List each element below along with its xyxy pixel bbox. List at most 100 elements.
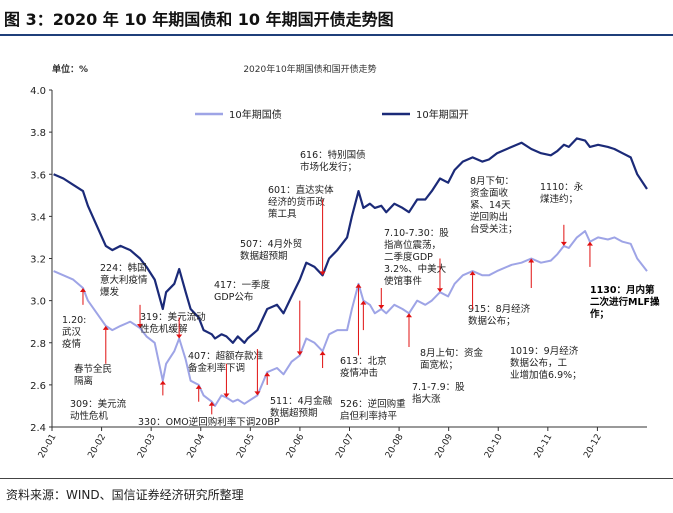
y-tick-label: 3.4 [30,212,46,223]
annotation-line: 417：一季度 [214,279,271,291]
annotation-line: 7.10-7.30：股 [384,228,449,239]
annotation-line: 330：OMO逆回购利率下调20BP [138,416,280,428]
figure-title: 图 3：2020 年 10 年期国债和 10 年期国开债走势图 [4,10,394,29]
annotation-line: 224：韩国 [100,262,147,274]
annotation-arrow-head [264,372,271,377]
annotation-label: 616：特别国债市场化发行； [300,149,366,173]
unit-label: 单位：% [52,63,88,75]
x-tick-label: 20-06 [285,432,307,460]
annotation-label: 507：4月外贸数据超预期 [240,238,302,262]
annotation-arrow-head [378,305,385,310]
x-tick-label: 20-11 [533,433,555,461]
annotation-arrow-head [586,241,593,246]
chart-title: 2020年10年期国债和国开债走势 [243,63,376,75]
y-tick-label: 2.4 [30,423,46,434]
annotation-line: 1.20: [62,315,86,326]
annotation-arrow-head [208,401,215,406]
annotation-line: 煤违约； [540,193,578,205]
annotation-line: 疫情 [62,338,82,350]
annotation-line: 备金利率下调 [188,362,245,374]
annotation-arrow-head [528,258,535,263]
series-line-cgb [53,230,648,407]
annotation-label: 526：逆回购重启但利率持平 [340,398,406,422]
annotation-line: 数据超预期 [270,407,318,419]
source-rule [0,478,673,479]
annotation-line: 511：4月金融 [270,395,333,407]
annotation-label: 1019：9月经济数据公布，工业增加值6.9%； [510,345,582,381]
annotation-line: 3.2%、中美大 [384,263,447,275]
annotation-label: 309：美元流动性危机 [70,398,127,422]
annotation-line: 隔离 [74,375,93,387]
annotation-line: GDP公布 [214,291,253,303]
annotation-line: 319：美元流动 [140,311,206,323]
x-tick-label: 20-08 [384,432,406,460]
annotation-line: 指高位震荡， [384,239,441,251]
annotation-line: 数据公布，工 [510,357,568,369]
x-tick-label: 20-03 [136,433,158,461]
annotation-arrow-head [319,271,326,276]
annotation-arrow-head [436,288,443,293]
annotation-line: 业增加值6.9%； [510,369,582,381]
source-note: 资料来源：WIND、国信证券经济研究所整理 [6,488,244,502]
annotation-arrow-head [360,300,367,305]
annotation-label: 1110：永煤违约； [540,181,584,205]
annotation-label: 330：OMO逆回购利率下调20BP [138,416,280,428]
x-tick-label: 20-02 [86,433,108,461]
annotation-arrow-head [254,391,261,396]
x-tick-label: 20-10 [483,432,505,460]
annotation-line: 616：特别国债 [300,149,366,161]
title-rule [0,34,673,36]
annotation-arrow-head [560,241,567,246]
annotation-line: 性危机缓解 [140,323,188,335]
annotation-line: 二次进行MLF操 [590,296,660,308]
annotation-arrow-head [102,325,109,330]
annotation-line: 7.1-7.9：股 [412,382,465,393]
x-tick-label: 20-01 [37,433,59,461]
annotation-label: 915：8月经济数据公布； [468,303,531,327]
annotation-line: 915：8月经济 [468,303,531,315]
annotation-arrow-head [79,287,86,292]
chart-series [53,137,648,407]
annotation-label: 417：一季度 GDP公布 [214,279,271,303]
annotation-line: 数据超预期 [240,250,288,262]
x-tick-label: 20-04 [186,432,208,460]
y-tick-label: 2.6 [30,381,46,392]
legend-label: 10年期国债 [229,108,282,121]
x-tick-label: 20-07 [334,433,356,461]
annotation-line: 407：超额存款准 [188,350,264,362]
chart-legend: 10年期国债 10年期国开 [195,108,469,121]
annotation-label: 511：4月金融数据超预期 [270,395,333,419]
annotation-line: 1019：9月经济 [510,345,579,357]
annotation-line: 指大涨 [412,393,441,405]
annotation-line: 8月上旬：资金 [420,347,484,359]
annotation-line: 疫情冲击 [340,367,378,379]
annotation-arrow-head [195,384,202,389]
annotation-line: 数据公布； [468,315,516,327]
legend-label: 10年期国开 [416,108,469,121]
annotation-label: 8月上旬：资金面宽松； [420,347,484,371]
annotation-line: 紧、14天 [470,200,511,211]
chart-annotations: 1.20:武汉疫情春节全民隔离224：韩国意大利疫情爆发309：美元流动性危机3… [62,149,660,428]
annotation-label: 1130：月内第二次进行MLF操作； [590,284,660,320]
x-tick-label: 20-05 [235,433,257,461]
annotation-label: 春节全民隔离 [74,363,112,387]
y-tick-label: 3.0 [30,297,46,308]
annotation-line: 309：美元流 [70,398,127,410]
annotation-line: 526：逆回购重 [340,398,406,410]
annotation-line: 武汉 [62,326,82,338]
annotation-line: 二季度GDP [384,251,433,263]
annotation-label: 319：美元流动性危机缓解 [140,311,206,335]
annotation-line: 台受关注； [470,223,518,235]
x-tick-label: 20-12 [582,433,604,461]
annotation-line: 资金面收 [470,187,509,199]
y-tick-label: 3.2 [30,255,46,266]
annotation-line: 8月下旬： [470,175,514,187]
annotation-line: 使馆事件 [384,275,423,287]
annotation-line: 策工具 [268,208,297,220]
annotation-arrow-head [319,351,326,356]
annotation-line: 经济的货币政 [268,196,326,208]
annotation-label: 407：超额存款准备金利率下调 [188,350,264,374]
annotation-arrow-head [159,380,166,385]
annotation-line: 爆发 [100,286,120,298]
x-tick-label: 20-09 [434,432,456,460]
